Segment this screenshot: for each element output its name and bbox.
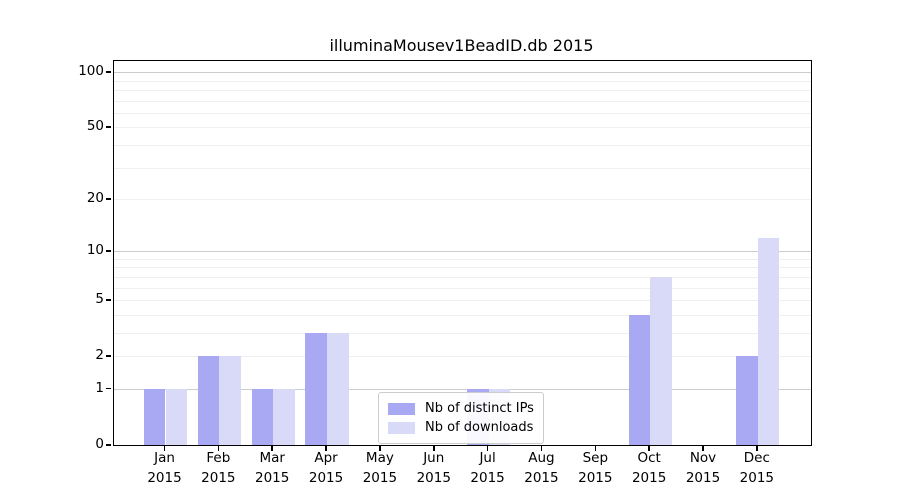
grid-minor-line: [114, 89, 811, 91]
bar-distinct-ips-mar: [251, 389, 274, 445]
grid-minor-line: [114, 258, 811, 260]
y-tick: [106, 299, 112, 301]
x-tick-label: Jan 2015: [147, 450, 182, 486]
grid-minor-line: [114, 332, 811, 334]
grid-minor-line: [114, 100, 811, 102]
x-tick-label: Feb 2015: [201, 450, 236, 486]
y-tick: [106, 444, 112, 446]
grid-minor-line: [114, 127, 811, 129]
y-tick-label: 50: [86, 118, 104, 135]
legend-label-downloads: Nb of downloads: [425, 420, 534, 435]
grid-minor-line: [114, 287, 811, 289]
x-tick-label: Jun 2015: [416, 450, 451, 486]
grid-minor-line: [114, 267, 811, 269]
y-tick-label: 1: [95, 379, 104, 396]
x-tick: [648, 445, 650, 451]
grid-minor-line: [114, 276, 811, 278]
y-tick-label: 10: [86, 242, 104, 259]
legend-swatch-downloads: [388, 421, 415, 434]
y-tick: [106, 126, 112, 128]
x-tick: [486, 445, 489, 451]
grid-minor-line: [114, 356, 811, 358]
x-tick-label: Jul 2015: [470, 450, 505, 486]
grid-minor-line: [114, 314, 811, 316]
grid-major-line: [114, 388, 811, 390]
plot-area: [113, 60, 812, 446]
legend: Nb of distinct IPs Nb of downloads: [378, 392, 544, 444]
bar-distinct-ips-apr: [305, 333, 328, 445]
bar-distinct-ips-dec: [736, 356, 758, 445]
bar-downloads-jan: [165, 389, 188, 445]
x-tick-label: Aug 2015: [524, 450, 559, 486]
x-tick-label: Dec 2015: [739, 450, 775, 486]
x-tick-label: Nov 2015: [685, 450, 721, 486]
bar-downloads-oct: [650, 276, 672, 445]
y-tick: [106, 387, 112, 390]
x-tick-label: Apr 2015: [308, 450, 344, 486]
grid-major-line: [114, 251, 811, 253]
y-tick-label: 5: [95, 291, 104, 308]
x-tick: [702, 445, 704, 451]
grid-minor-line: [114, 80, 811, 82]
bar-downloads-apr: [327, 333, 349, 445]
x-tick: [433, 445, 435, 451]
x-tick: [594, 445, 597, 451]
x-tick-label: Sep 2015: [578, 450, 613, 486]
chart-title: illuminaMousev1BeadID.db 2015: [329, 36, 594, 55]
x-tick: [271, 445, 273, 451]
x-tick-label: Mar 2015: [255, 450, 290, 486]
y-tick-label: 2: [95, 347, 104, 364]
bar-distinct-ips-jan: [143, 389, 166, 445]
grid-minor-line: [114, 167, 811, 169]
bar-distinct-ips-oct: [628, 314, 651, 445]
grid-minor-line: [114, 199, 811, 200]
y-tick: [106, 355, 112, 357]
y-tick-label: 20: [86, 190, 104, 206]
legend-item-distinct-ips: Nb of distinct IPs: [388, 399, 534, 418]
x-tick: [325, 445, 327, 451]
x-tick: [540, 445, 543, 451]
x-tick: [163, 445, 166, 451]
grid-minor-line: [114, 300, 811, 302]
grid-minor-line: [114, 144, 811, 146]
x-tick: [756, 445, 758, 451]
legend-item-downloads: Nb of downloads: [388, 418, 534, 437]
x-tick: [379, 445, 381, 451]
legend-swatch-distinct-ips: [388, 402, 415, 415]
grid-major-line: [114, 72, 811, 74]
y-tick-label: 0: [95, 436, 104, 452]
bar-downloads-dec: [757, 237, 780, 445]
x-tick-label: May 2015: [362, 450, 398, 486]
bar-distinct-ips-feb: [197, 356, 220, 445]
grid-minor-line: [114, 112, 811, 114]
y-tick-label: 100: [78, 63, 104, 80]
legend-label-distinct-ips: Nb of distinct IPs: [425, 401, 534, 416]
bar-downloads-mar: [273, 389, 295, 445]
y-tick: [106, 250, 112, 252]
x-tick: [217, 445, 220, 451]
bar-downloads-feb: [219, 356, 241, 445]
x-tick-label: Oct 2015: [631, 450, 667, 486]
y-tick: [106, 198, 112, 200]
y-tick: [106, 71, 112, 73]
